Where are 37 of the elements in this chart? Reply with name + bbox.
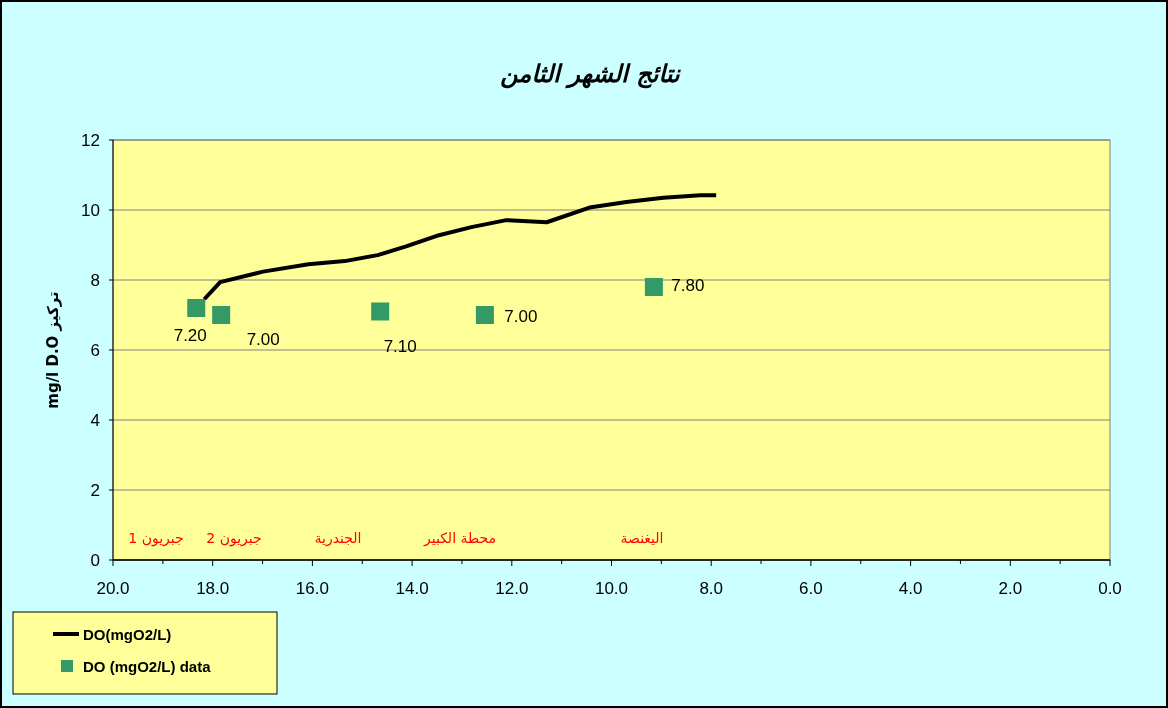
y-tick-label: 6 [90,341,100,360]
x-tick-label: 14.0 [395,579,429,598]
annotation: جبريون 2 [206,530,262,547]
annotation: محطة الكبير [422,530,497,547]
x-tick-label: 2.0 [998,579,1023,598]
x-tick-label: 16.0 [295,579,329,598]
y-tick-label: 0 [90,551,100,570]
point [187,299,206,317]
y-tick-label: 12 [81,131,100,150]
x-tick-label: 6.0 [799,579,823,598]
annotation: جبريون 1 [128,530,184,547]
x-tick-label: 18.0 [196,579,230,598]
y-tick-label: 8 [90,271,100,290]
x-tick-label: 4.0 [898,579,923,598]
data-label: 7.00 [246,330,280,349]
x-tick-label: 12.0 [495,579,529,598]
annotation: الجندرية [314,530,362,547]
point [212,306,231,324]
x-tick-label: 0.0 [1098,579,1122,598]
legend-label: DO (mgO2/L) data [83,658,212,675]
y-tick-label: 4 [90,411,100,430]
x-tick-label: 8.0 [699,579,724,598]
legend-label: DO(mgO2/L) [83,626,172,643]
x-tick-label: 20.0 [96,579,130,598]
y-tick-label: 2 [90,481,100,500]
y-axis-title: mg/l D.O تركيز [44,291,62,409]
annotation: اليغنصة [620,530,664,546]
data-label: 7.20 [173,326,207,345]
point [644,278,663,296]
point [371,302,390,321]
y-tick-label: 10 [81,201,100,220]
point [475,306,494,324]
data-label: 7.10 [383,336,417,356]
x-tick-label: 10.0 [594,579,629,598]
chart-title: نتائج الشهر الثامن [500,60,682,89]
data-label: 7.00 [504,307,538,326]
data-label: 7.80 [671,276,705,295]
